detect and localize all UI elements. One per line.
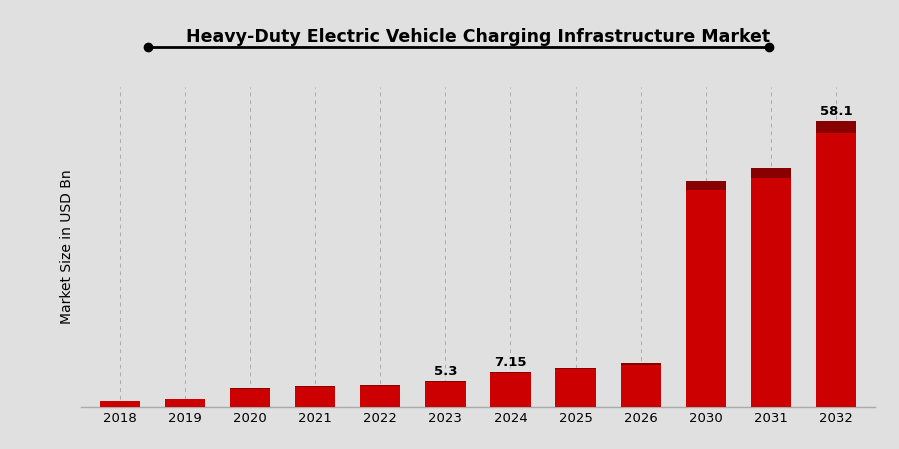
Bar bbox=[815, 121, 856, 407]
Bar bbox=[686, 181, 726, 407]
Bar bbox=[815, 121, 856, 132]
Bar bbox=[556, 368, 596, 407]
Bar bbox=[100, 401, 140, 407]
Bar bbox=[425, 381, 466, 407]
Bar bbox=[295, 387, 335, 407]
Bar bbox=[165, 399, 205, 407]
Text: 5.3: 5.3 bbox=[433, 365, 458, 378]
Bar bbox=[360, 385, 400, 386]
Text: 7.15: 7.15 bbox=[494, 356, 527, 369]
Bar bbox=[751, 168, 791, 407]
Bar bbox=[490, 372, 530, 374]
Text: 58.1: 58.1 bbox=[820, 105, 852, 118]
Bar bbox=[230, 388, 271, 407]
Title: Heavy-Duty Electric Vehicle Charging Infrastructure Market: Heavy-Duty Electric Vehicle Charging Inf… bbox=[186, 28, 770, 46]
Bar bbox=[751, 168, 791, 178]
Bar bbox=[425, 381, 466, 382]
Y-axis label: Market Size in USD Bn: Market Size in USD Bn bbox=[60, 170, 74, 324]
Bar bbox=[360, 385, 400, 407]
Bar bbox=[620, 363, 661, 407]
Bar bbox=[556, 368, 596, 370]
Bar bbox=[230, 388, 271, 389]
Bar bbox=[620, 363, 661, 365]
Bar bbox=[490, 372, 530, 407]
Bar bbox=[686, 181, 726, 190]
